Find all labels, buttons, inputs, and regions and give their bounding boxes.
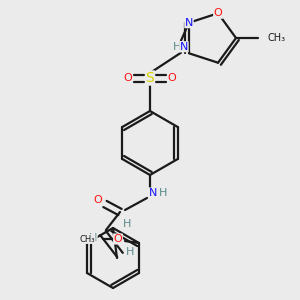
Text: H: H: [159, 188, 167, 198]
Text: N: N: [180, 42, 188, 52]
Text: O: O: [124, 73, 132, 83]
Text: N: N: [149, 188, 157, 198]
Text: H: H: [173, 42, 181, 52]
Text: H: H: [123, 219, 131, 229]
Text: N: N: [185, 18, 193, 28]
Text: O: O: [214, 8, 222, 18]
Text: O: O: [168, 73, 176, 83]
Text: CH₃: CH₃: [268, 33, 286, 43]
Text: H: H: [89, 233, 97, 243]
Text: O: O: [114, 234, 122, 244]
Text: O: O: [94, 195, 102, 205]
Text: H: H: [126, 247, 134, 257]
Text: CH₃: CH₃: [80, 235, 95, 244]
Text: S: S: [146, 71, 154, 85]
